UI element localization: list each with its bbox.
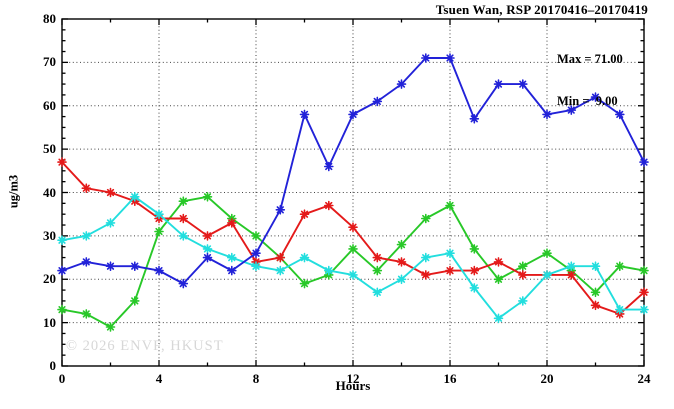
x-tick-label: 8 <box>252 371 260 386</box>
chart-title: Tsuen Wan, RSP 20170416–20170419 <box>435 2 648 17</box>
y-tick-label: 30 <box>43 227 56 243</box>
y-tick-label: 50 <box>43 141 56 157</box>
x-tick-label: 0 <box>58 371 66 386</box>
x-tick-label: 24 <box>637 371 651 386</box>
x-axis-label: Hours <box>335 378 371 393</box>
legend-min-value: Min = 9.00 <box>557 94 618 108</box>
y-tick-label: 10 <box>43 314 56 330</box>
x-tick-label: 4 <box>155 371 163 386</box>
legend-max-value: Max = 71.00 <box>557 52 623 66</box>
legend-box: Max = 71.00 Min = 9.00 <box>557 24 623 136</box>
y-axis-label: ug/m3 <box>6 174 21 209</box>
x-tick-label: 16 <box>443 371 457 386</box>
x-tick-label: 20 <box>540 371 554 386</box>
x-tick-label: 12 <box>346 371 360 386</box>
y-tick-label: 20 <box>43 271 56 287</box>
y-tick-label: 0 <box>49 358 57 373</box>
y-tick-label: 70 <box>43 54 56 70</box>
series-blue-markers <box>57 53 649 289</box>
plot-border <box>61 18 645 367</box>
watermark: © 2026 ENVF, HKUST <box>66 338 224 354</box>
y-tick-label: 80 <box>43 11 56 26</box>
series-cyan-markers <box>57 192 649 324</box>
y-tick-label: 60 <box>43 97 56 113</box>
series-red-markers <box>57 157 649 319</box>
y-tick-label: 40 <box>43 184 56 200</box>
